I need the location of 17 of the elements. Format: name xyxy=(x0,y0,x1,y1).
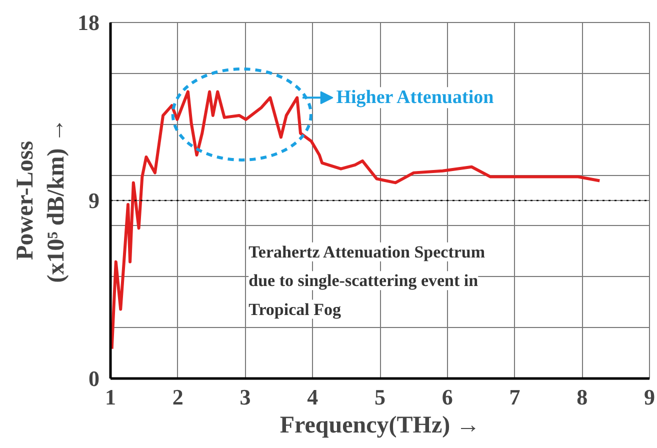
x-tick-label: 4 xyxy=(307,384,318,410)
y-tick-label: 0 xyxy=(88,366,100,391)
x-tick-label: 2 xyxy=(172,384,184,410)
x-tick-label: 5 xyxy=(374,384,386,410)
x-tick-label: 6 xyxy=(442,384,453,410)
y-tick-label: 18 xyxy=(78,10,100,35)
y-axis-title: Power-Loss (x10⁵ dB/km) → xyxy=(12,118,70,283)
annotation: Terahertz Attenuation Spectrum due to single-scattering event in Tropical Fog xyxy=(248,242,486,319)
line-series xyxy=(110,90,602,350)
x-tick-label: 7 xyxy=(509,384,520,410)
y-tick-label: 9 xyxy=(88,188,100,213)
annotation: Higher Attenuation xyxy=(336,87,494,108)
x-tick-label: 3 xyxy=(240,384,251,410)
x-tick-label: 9 xyxy=(644,384,655,410)
x-tick-label: 8 xyxy=(576,384,588,410)
x-axis-title: Frequency(THz) → xyxy=(280,412,480,438)
x-tick-label: 1 xyxy=(105,384,116,410)
